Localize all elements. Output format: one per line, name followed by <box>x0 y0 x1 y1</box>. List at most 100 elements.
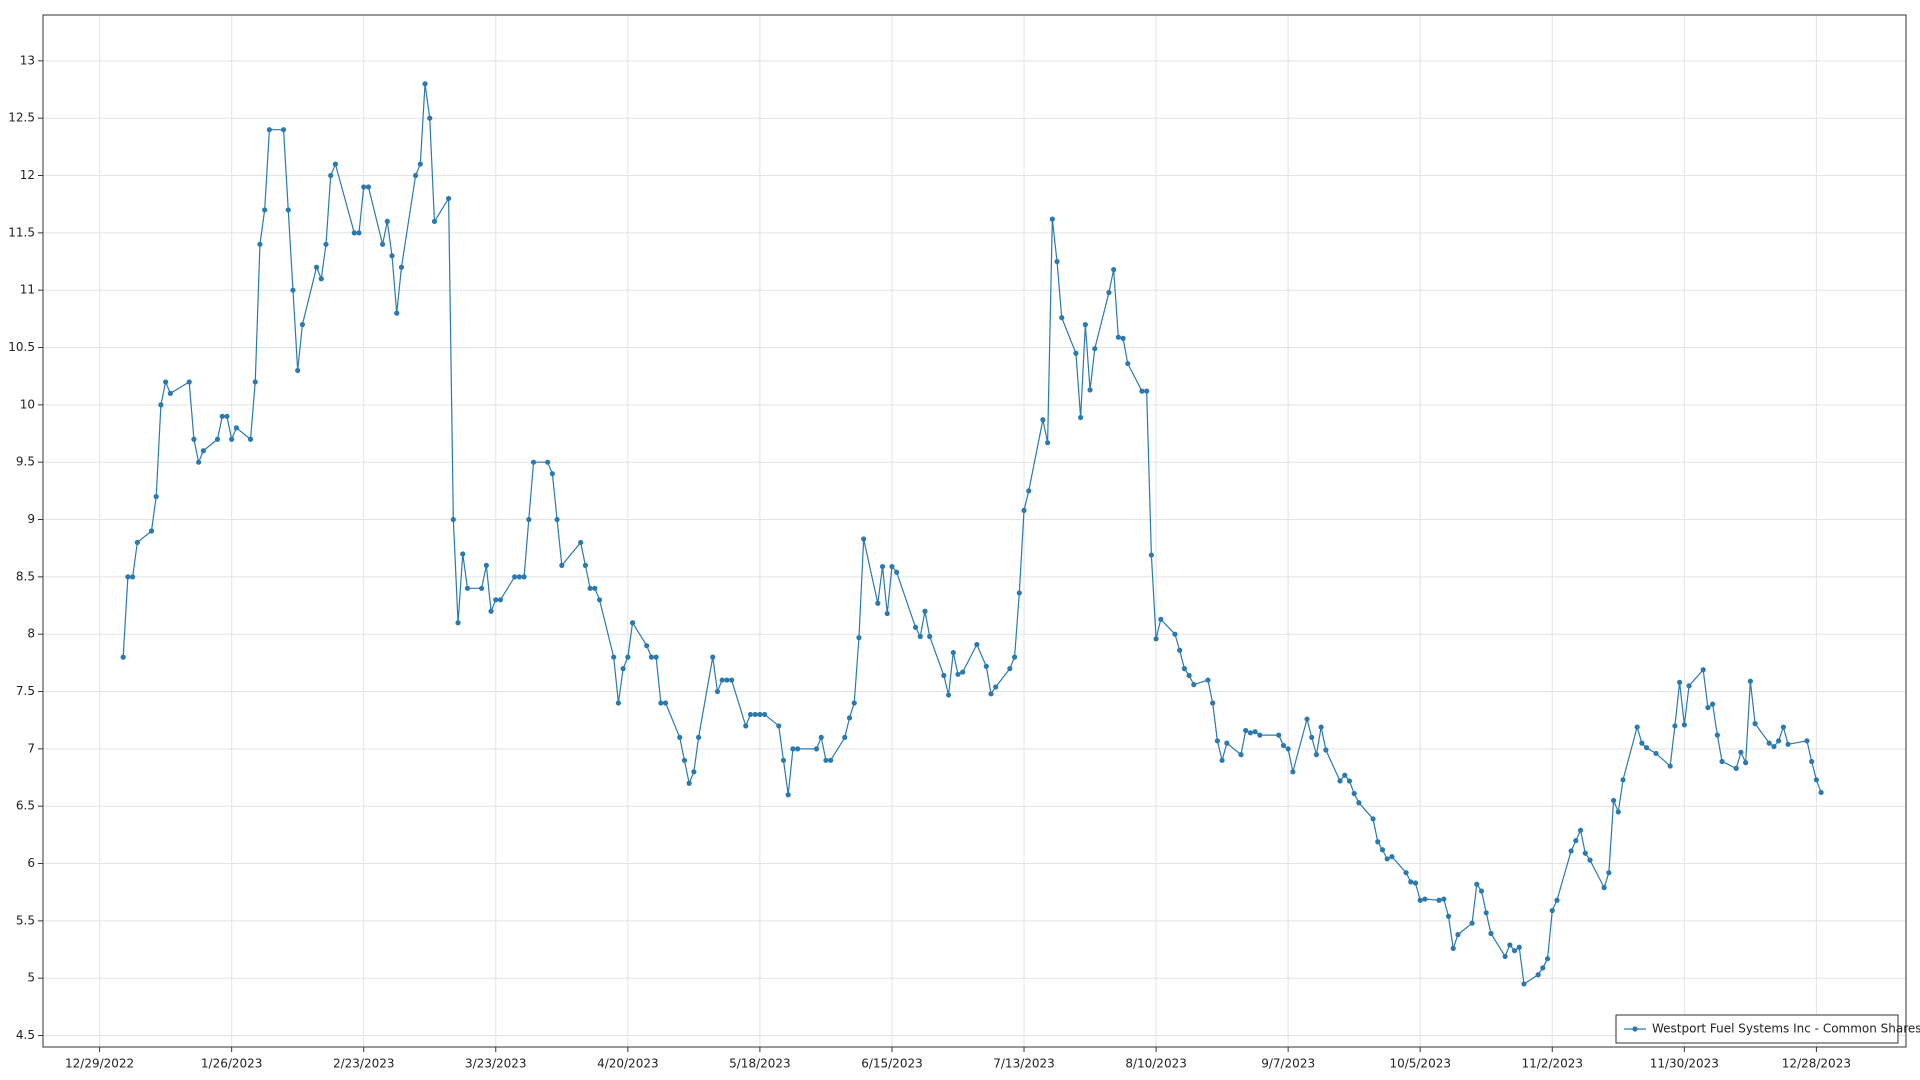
data-point <box>1478 888 1485 894</box>
data-point <box>795 746 801 752</box>
data-point <box>615 700 622 706</box>
data-point <box>125 574 131 580</box>
data-point <box>752 711 758 718</box>
data-point <box>1672 723 1678 729</box>
data-point <box>1280 742 1287 749</box>
data-point <box>1346 778 1353 784</box>
data-point <box>1535 972 1541 978</box>
data-point <box>483 562 489 569</box>
data-point <box>1705 704 1711 711</box>
data-point <box>1078 414 1084 421</box>
y-tick-label: 6.5 <box>16 799 35 813</box>
data-point <box>153 494 159 500</box>
data-point <box>1351 790 1357 797</box>
data-point <box>1771 743 1777 750</box>
data-point <box>1007 666 1013 672</box>
data-point <box>1488 930 1494 937</box>
data-point <box>394 310 400 316</box>
data-point <box>1172 631 1178 637</box>
y-tick-label: 8.5 <box>16 569 35 583</box>
data-point <box>1677 679 1683 685</box>
data-point <box>413 172 419 179</box>
data-point <box>1115 334 1121 340</box>
data-point <box>677 734 683 741</box>
data-point <box>780 757 787 763</box>
data-point <box>224 413 230 419</box>
data-point <box>328 172 334 179</box>
data-point <box>134 539 140 546</box>
data-point <box>196 459 202 465</box>
data-point <box>351 230 357 236</box>
data-point <box>1450 945 1456 951</box>
data-point <box>823 757 829 763</box>
y-tick-label: 12.5 <box>8 111 35 125</box>
data-point <box>1092 346 1098 352</box>
legend-box <box>1615 1014 1899 1044</box>
data-point <box>1733 765 1739 771</box>
data-point <box>219 413 225 419</box>
data-point <box>257 241 263 247</box>
data-point <box>662 700 669 706</box>
data-point <box>1384 856 1390 862</box>
y-tick-label: 11.5 <box>8 225 35 239</box>
data-point <box>695 734 702 741</box>
data-point <box>332 161 339 167</box>
data-point <box>1804 738 1810 744</box>
data-point <box>1601 885 1607 891</box>
y-tick-label: 7.5 <box>16 684 35 698</box>
data-point <box>549 471 555 477</box>
data-point <box>955 671 961 677</box>
data-point <box>1582 850 1588 856</box>
data-point <box>1016 590 1022 596</box>
data-point <box>1408 879 1414 885</box>
data-point <box>1474 881 1480 887</box>
data-point <box>163 379 169 385</box>
data-point <box>450 516 456 523</box>
data-point <box>776 723 782 729</box>
data-point <box>167 390 173 396</box>
data-point <box>512 574 518 580</box>
data-point <box>922 608 928 614</box>
data-point <box>365 184 372 190</box>
legend-label: Westport Fuel Systems Inc - Common Share… <box>1652 1022 1920 1036</box>
data-point <box>1285 746 1291 752</box>
data-point <box>186 379 192 385</box>
data-point <box>1686 683 1692 689</box>
data-point <box>1049 216 1055 222</box>
data-point <box>1766 740 1772 746</box>
data-point <box>587 585 593 591</box>
series-line <box>122 83 1822 985</box>
data-point <box>1304 716 1310 722</box>
data-point <box>1681 722 1687 728</box>
data-point <box>1177 647 1183 653</box>
data-point <box>1436 897 1442 903</box>
data-point <box>686 780 692 786</box>
data-point <box>431 218 438 224</box>
legend: Westport Fuel Systems Inc - Common Share… <box>1615 1014 1920 1044</box>
data-point <box>1620 777 1626 783</box>
data-point <box>927 633 933 640</box>
data-point <box>818 734 824 741</box>
data-point <box>318 276 324 282</box>
data-point <box>295 367 301 374</box>
data-point <box>1549 907 1555 914</box>
data-point <box>1818 789 1824 796</box>
data-point <box>1309 734 1315 741</box>
y-tick-label: 6 <box>27 856 35 870</box>
y-tick-label: 10 <box>20 397 35 411</box>
data-point <box>1610 797 1617 804</box>
data-point <box>1606 870 1612 876</box>
data-point <box>714 688 721 695</box>
y-tick-label: 9 <box>27 512 35 526</box>
data-point <box>889 563 895 570</box>
data-point <box>229 436 235 442</box>
data-point <box>361 184 367 190</box>
data-point <box>120 654 126 660</box>
data-point <box>446 195 452 202</box>
data-point <box>1710 701 1716 707</box>
data-point <box>691 769 697 775</box>
data-point <box>1181 666 1187 672</box>
data-point <box>1502 953 1508 960</box>
data-point <box>1747 678 1753 684</box>
